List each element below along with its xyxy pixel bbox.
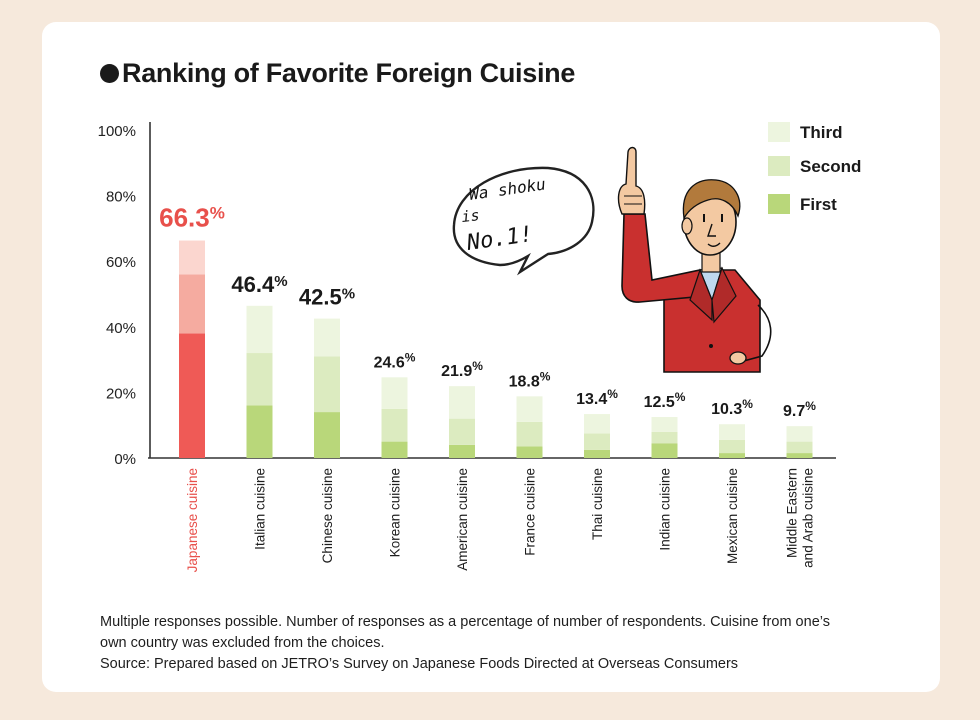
speech-bubble-line-2: is	[461, 206, 481, 226]
bar-third	[449, 386, 475, 419]
category-label: Middle Eastern	[785, 468, 800, 558]
bar-third	[381, 377, 408, 409]
speech-bubble-line-3: No.1!	[464, 222, 534, 256]
category-label: Chinese cuisine	[320, 468, 335, 563]
chart-notes: Multiple responses possible. Number of r…	[100, 612, 880, 675]
speech-bubble-line-1: Wa shoku	[468, 174, 547, 204]
y-tick-label: 40%	[106, 320, 136, 337]
bar-first	[584, 449, 610, 458]
bar-second	[719, 439, 745, 454]
bar-total-label: 12.5%	[644, 390, 686, 411]
bar-third	[719, 424, 745, 440]
bar-total-unit: %	[742, 397, 753, 411]
bar-total-unit: %	[472, 359, 483, 373]
bar-third	[314, 318, 340, 357]
bar-total-label: 13.4%	[576, 387, 618, 408]
y-tick-label: 0%	[114, 451, 136, 468]
bar-total-label: 21.9%	[441, 359, 483, 380]
man-illustration-icon	[617, 146, 772, 373]
bar-second	[246, 353, 273, 406]
bar-total-unit: %	[805, 399, 816, 413]
bar-first	[179, 333, 205, 458]
bar-total-label: 18.8%	[509, 369, 551, 390]
category-label: and Arab cuisine	[801, 468, 816, 568]
chart-title: Ranking of Favorite Foreign Cuisine	[100, 58, 575, 89]
bar-second	[516, 421, 543, 447]
bar-third	[179, 240, 205, 275]
bar-first	[314, 412, 340, 458]
bar-total-label: 24.6%	[374, 350, 416, 371]
category-label: Indian cuisine	[658, 468, 673, 551]
chart-legend: Third Second First	[768, 122, 861, 214]
bar-total-unit: %	[540, 369, 551, 383]
category-label: Thai cuisine	[590, 468, 605, 540]
bar-first	[381, 441, 408, 458]
y-tick-label: 100%	[98, 123, 136, 140]
note-line-2: own country was excluded from the choice…	[100, 635, 385, 651]
y-tick-label: 80%	[106, 189, 136, 206]
bar-third	[584, 414, 610, 434]
bar-total-label: 9.7%	[783, 399, 816, 420]
category-label: France cuisine	[523, 468, 538, 556]
chart-bars	[179, 240, 813, 458]
category-label: Korean cuisine	[388, 468, 403, 557]
bar-second	[651, 431, 678, 444]
bar-second	[179, 274, 205, 334]
category-label: Italian cuisine	[253, 468, 268, 550]
bar-third	[651, 417, 678, 432]
bar-second	[381, 408, 408, 442]
bar-total-unit: %	[342, 286, 355, 303]
bar-total-unit: %	[210, 204, 225, 223]
bar-total-unit: %	[274, 273, 287, 290]
bar-third	[246, 305, 273, 354]
category-label: Japanese cuisine	[185, 468, 200, 572]
bar-total-label: 42.5%	[299, 285, 355, 310]
bar-total-unit: %	[607, 387, 618, 401]
legend-swatch-third	[768, 122, 790, 142]
bar-first	[449, 444, 475, 458]
bar-second	[449, 418, 475, 445]
speech-bubble: Wa shoku is No.1!	[452, 166, 595, 276]
bar-total-label: 66.3%	[159, 203, 225, 233]
bar-total-unit: %	[405, 350, 416, 364]
chart-labels: 66.3% Japanese cuisine 46.4% Italian cuisin…	[159, 203, 816, 573]
note-line-1: Multiple responses possible. Number of r…	[100, 614, 830, 630]
bar-second	[314, 356, 340, 413]
note-line-3: Source: Prepared based on JETRO’s Survey…	[100, 656, 739, 672]
bar-second	[786, 441, 813, 454]
bar-second	[584, 433, 610, 450]
bar-third	[786, 426, 813, 442]
y-tick-label: 60%	[106, 254, 136, 271]
bullet-dot-icon	[100, 64, 119, 83]
legend-swatch-second	[768, 156, 790, 176]
legend-swatch-first	[768, 194, 790, 214]
bar-first	[246, 405, 273, 458]
y-tick-label: 20%	[106, 385, 136, 402]
legend-label-second: Second	[800, 157, 861, 176]
chart-axes: 0% 20% 40% 60% 80% 100%	[98, 122, 836, 468]
speech-bubble-outline	[452, 166, 595, 276]
category-label: Mexican cuisine	[725, 468, 740, 564]
legend-label-third: Third	[800, 123, 843, 142]
category-label: American cuisine	[455, 468, 470, 571]
bar-first	[719, 453, 745, 458]
bar-first	[651, 443, 678, 458]
bar-first	[516, 446, 543, 458]
legend-label-first: First	[800, 195, 837, 214]
bar-total-label: 10.3%	[711, 397, 753, 418]
chart-title-text: Ranking of Favorite Foreign Cuisine	[122, 58, 576, 88]
bar-total-unit: %	[675, 390, 686, 404]
bar-total-label: 46.4%	[231, 272, 287, 297]
bar-first	[786, 453, 813, 458]
bar-third	[516, 396, 543, 422]
